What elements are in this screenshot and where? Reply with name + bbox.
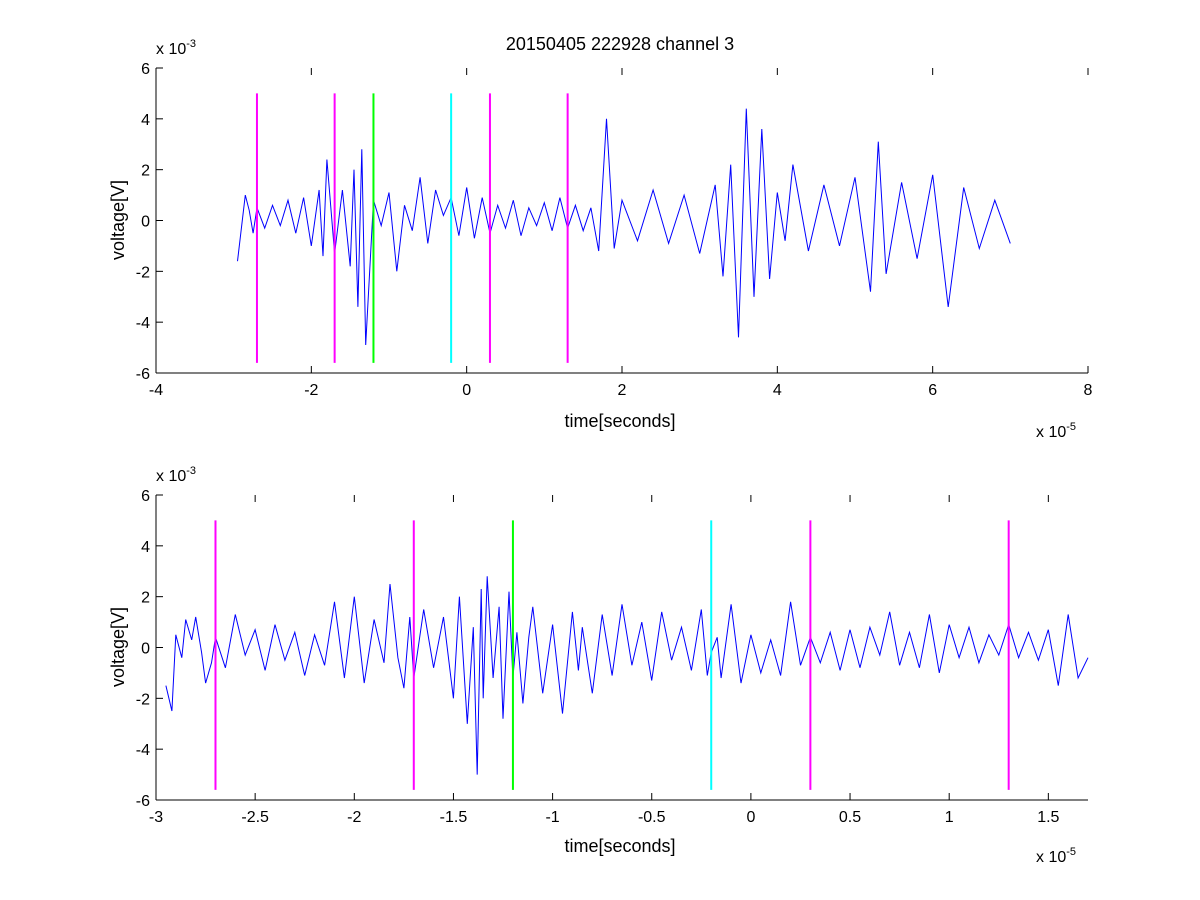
bottom-y-axis-label: voltage[V]	[108, 607, 128, 687]
bottom-x-exponent-base: x 10	[1036, 849, 1066, 866]
bottom-y-exponent-label: x 10-3	[156, 465, 196, 485]
bottom-x-tick-label: 1.5	[1037, 809, 1059, 826]
top-x-tick-label: 8	[1084, 382, 1093, 399]
top-y-exponent-base: x 10	[156, 41, 186, 58]
bottom-x-exponent-label: x 10-5	[1036, 846, 1076, 866]
bottom-x-tick-label: -3	[149, 809, 163, 826]
bottom-x-tick-label: -1	[545, 809, 559, 826]
bottom-x-tick-label: 0	[746, 809, 755, 826]
top-y-tick-label: 0	[141, 214, 150, 231]
top-x-tick-label: -2	[304, 382, 318, 399]
top-plot-area	[156, 68, 1088, 373]
top-x-exponent-label: x 10-5	[1036, 421, 1076, 441]
top-x-axis-label: time[seconds]	[564, 411, 675, 431]
bottom-voltage-series-line-0	[165, 576, 1089, 775]
bottom-x-exponent-power: -5	[1066, 846, 1076, 858]
bottom-plot-marks	[165, 520, 1089, 790]
top-y-tick-label: -4	[136, 315, 150, 332]
top-plot-marks	[237, 93, 1011, 363]
bottom-y-tick-label: -6	[136, 793, 150, 810]
top-x-exponent-base: x 10	[1036, 424, 1066, 441]
bottom-plot-area	[156, 495, 1088, 800]
top-y-tick-label: 2	[141, 163, 150, 180]
bottom-x-tick-label: -2.5	[241, 809, 269, 826]
bottom-y-tick-label: 2	[141, 590, 150, 607]
bottom-x-tick-label: -1.5	[440, 809, 468, 826]
top-y-exponent-label: x 10-3	[156, 38, 196, 58]
plot-title: 20150405 222928 channel 3	[506, 34, 734, 54]
bottom-x-tick-label: 0.5	[839, 809, 861, 826]
top-x-exponent-power: -5	[1066, 421, 1076, 433]
bottom-x-axis-label: time[seconds]	[564, 836, 675, 856]
bottom-y-exponent-base: x 10	[156, 468, 186, 485]
bottom-plot-ticks: -3 -2.5 -2 -1.5 -1 -0.5 0 0.5 1 1.5 -6 -4 -2 0 2 4 6	[136, 488, 1060, 826]
bottom-x-tick-label: -0.5	[638, 809, 666, 826]
bottom-y-tick-label: -2	[136, 691, 150, 708]
top-y-tick-label: -2	[136, 264, 150, 281]
bottom-y-tick-label: 6	[141, 488, 150, 505]
top-x-tick-label: 4	[773, 382, 782, 399]
top-y-tick-label: -6	[136, 366, 150, 383]
top-y-axis-label: voltage[V]	[108, 180, 128, 260]
bottom-y-tick-label: 0	[141, 641, 150, 658]
top-x-tick-label: 0	[462, 382, 471, 399]
top-x-tick-label: 6	[928, 382, 937, 399]
bottom-x-tick-label: 1	[945, 809, 954, 826]
bottom-plot-panel: -3 -2.5 -2 -1.5 -1 -0.5 0 0.5 1 1.5 -6 -4 -2 0 2 4 6 tim…	[108, 465, 1089, 866]
top-voltage-series-line-0	[237, 108, 1011, 346]
bottom-y-tick-label: -4	[136, 742, 150, 759]
top-plot-panel: 20150405 222928 channel 3 -4 -2 0 2 4 6 8-6-4-…	[108, 34, 1093, 441]
bottom-y-exponent-power: -3	[186, 465, 196, 477]
top-y-tick-label: 6	[141, 61, 150, 78]
top-x-tick-label: -4	[149, 382, 163, 399]
bottom-y-tick-label: 4	[141, 539, 150, 556]
top-x-tick-label: 2	[618, 382, 627, 399]
bottom-x-tick-label: -2	[347, 809, 361, 826]
top-y-exponent-power: -3	[186, 38, 196, 50]
top-y-tick-label: 4	[141, 112, 150, 129]
